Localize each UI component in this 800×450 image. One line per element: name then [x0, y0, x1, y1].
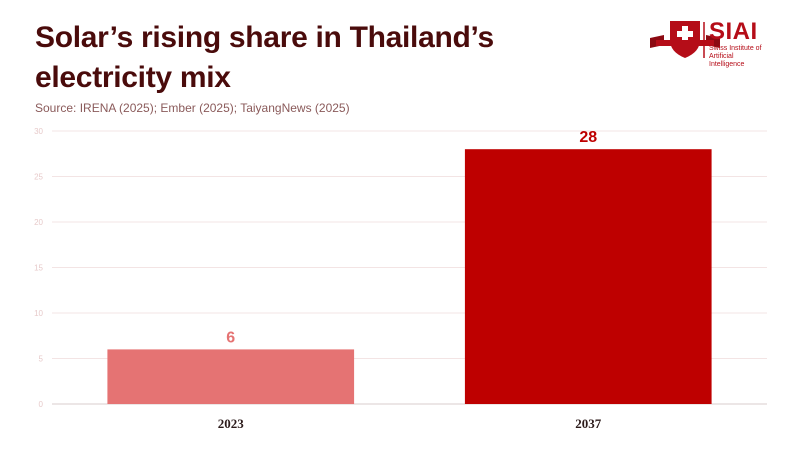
- y-tick-label-5: 5: [39, 355, 44, 364]
- bar-chart: 0 5 10 15 20 25 30 6 2023 28 2037: [34, 127, 767, 431]
- y-tick-label-15: 15: [34, 264, 43, 273]
- logo-text: SIAI Swiss Institute of Artificial Intel…: [709, 19, 769, 69]
- chart-title: Solar’s rising share in Thailand’s elect…: [35, 21, 494, 94]
- y-tick-label-20: 20: [34, 218, 43, 227]
- logo-name: SIAI: [709, 18, 758, 45]
- y-tick-label-0: 0: [39, 400, 44, 409]
- logo-subtitle: Swiss Institute of Artificial Intelligen…: [709, 45, 762, 68]
- data-label-2023: 6: [226, 329, 235, 346]
- data-label-2037: 28: [579, 129, 597, 146]
- x-tick-label-2037: 2037: [575, 416, 602, 431]
- bar-2037: [464, 149, 712, 404]
- y-tick-label-30: 30: [34, 127, 43, 136]
- source-note: Source: IRENA (2025); Ember (2025); Taiy…: [35, 101, 350, 115]
- x-tick-label-2023: 2023: [218, 416, 245, 431]
- y-tick-label-10: 10: [34, 309, 43, 318]
- bar-2023: [107, 349, 355, 404]
- y-tick-label-25: 25: [34, 173, 43, 182]
- siai-logo-icon: [650, 21, 720, 58]
